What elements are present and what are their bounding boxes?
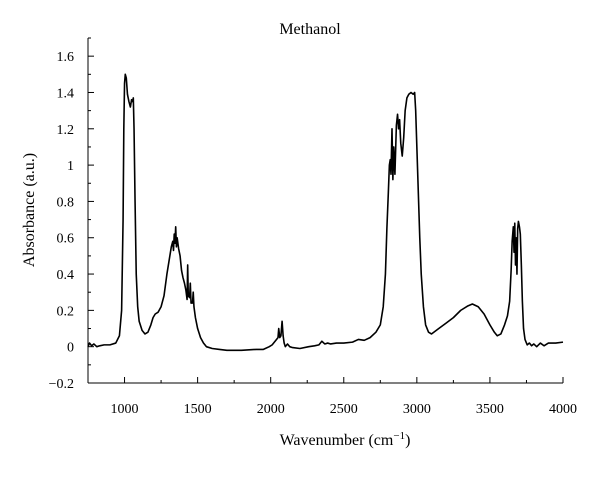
x-axis-title-main: Wavenumber (cm xyxy=(280,432,394,449)
x-ticks: 1000 1500 2000 2500 3000 3500 4000 xyxy=(87,377,577,417)
y-axis-title: Absorbance (a.u.) xyxy=(21,153,38,267)
x-tick-label: 3000 xyxy=(403,402,431,417)
y-tick-label: 0.8 xyxy=(57,195,75,210)
x-tick-label: 4000 xyxy=(549,402,577,417)
y-tick-label: 1.2 xyxy=(57,123,75,138)
chart-title: Methanol xyxy=(279,21,341,38)
series-line-0 xyxy=(87,73,564,352)
y-tick-label: 1 xyxy=(67,159,74,174)
x-tick-label: 2500 xyxy=(330,402,358,417)
y-tick-label: 1.6 xyxy=(57,50,75,65)
plot-area xyxy=(87,73,564,352)
y-tick-label: 0 xyxy=(67,341,74,356)
x-tick-label: 1000 xyxy=(111,402,139,417)
y-tick-label: 0.2 xyxy=(57,304,75,319)
y-tick-label: −0.2 xyxy=(49,377,74,392)
y-ticks: −0.2 0 0.2 0.4 0.6 0.8 1 1.2 1.4 1.6 xyxy=(49,37,94,392)
x-axis-title: Wavenumber (cm−1) xyxy=(280,430,411,449)
x-tick-label: 1500 xyxy=(184,402,212,417)
x-tick-label: 2000 xyxy=(257,402,285,417)
y-tick-label: 0.6 xyxy=(57,232,75,247)
x-axis-title-end: ) xyxy=(405,432,410,449)
x-axis-title-sup: −1 xyxy=(393,430,405,442)
x-tick-label: 3500 xyxy=(476,402,504,417)
y-tick-label: 1.4 xyxy=(57,86,75,101)
y-tick-label: 0.4 xyxy=(57,268,75,283)
